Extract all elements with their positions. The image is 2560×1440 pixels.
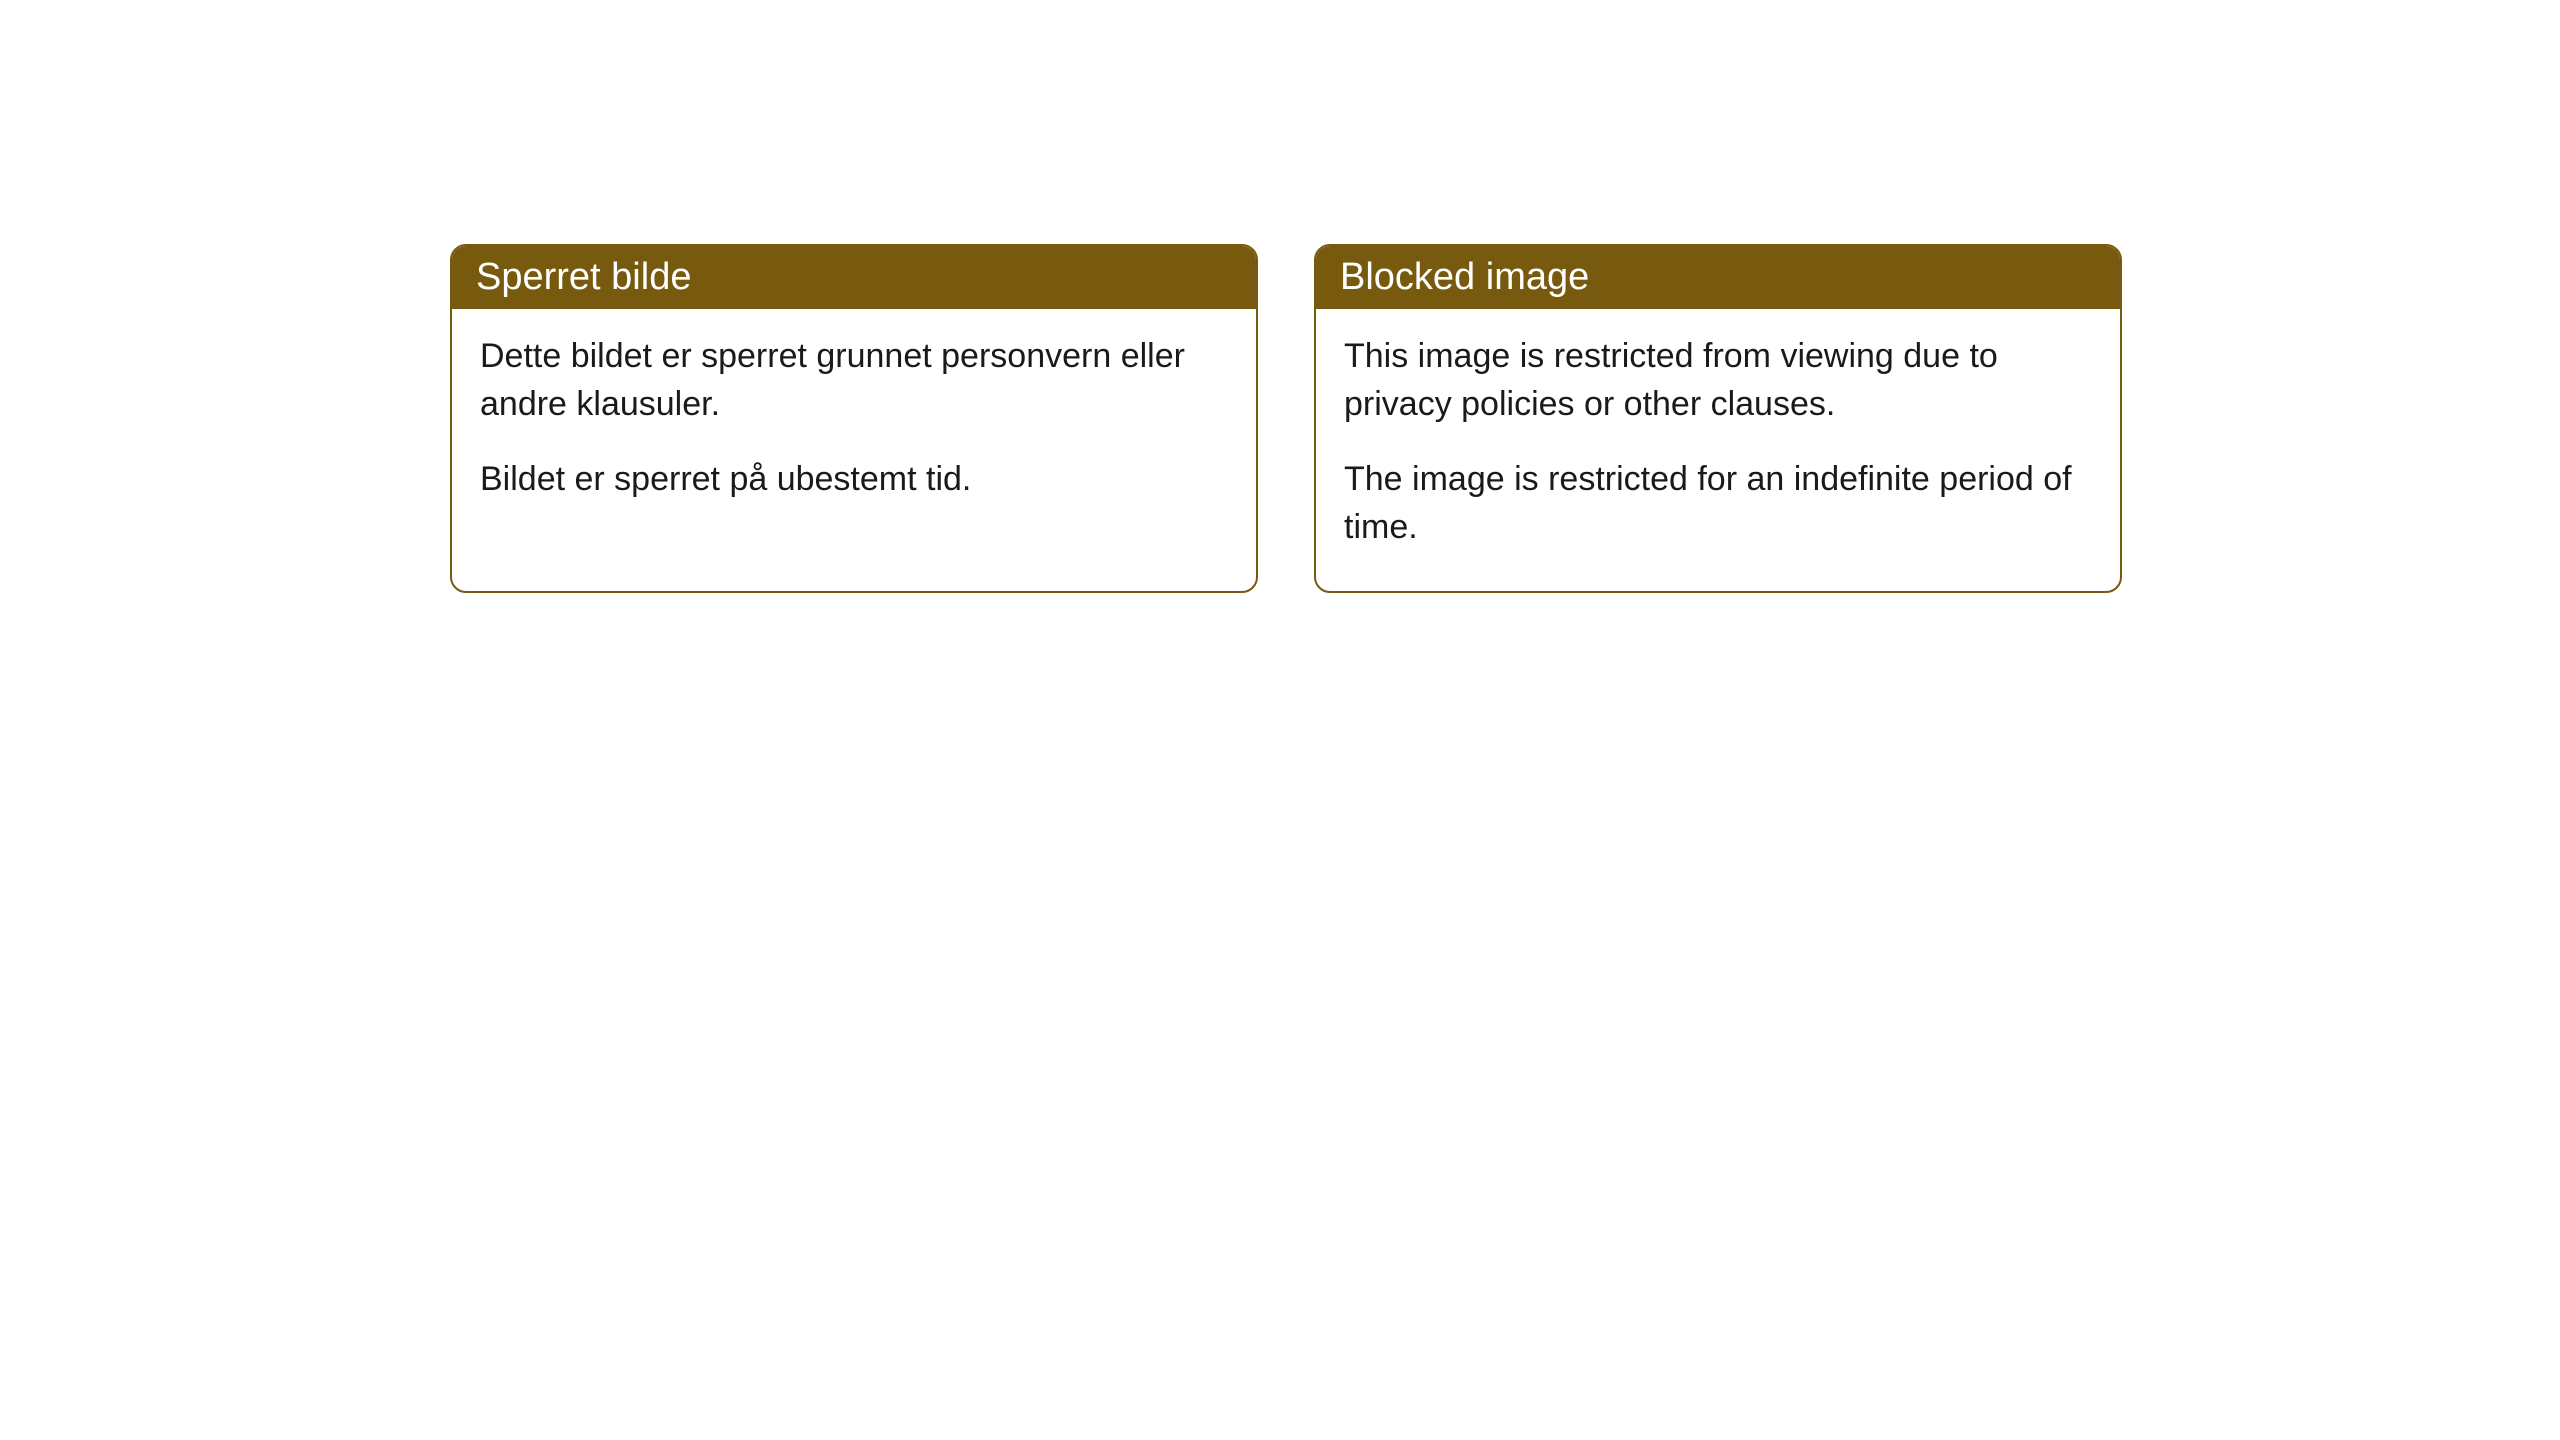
card-body-norwegian: Dette bildet er sperret grunnet personve… — [452, 309, 1256, 544]
blocked-image-card-norwegian: Sperret bilde Dette bildet er sperret gr… — [450, 244, 1258, 593]
card-text-norwegian-1: Dette bildet er sperret grunnet personve… — [480, 333, 1228, 428]
card-text-english-2: The image is restricted for an indefinit… — [1344, 456, 2092, 551]
card-text-norwegian-2: Bildet er sperret på ubestemt tid. — [480, 456, 1228, 504]
card-title-english: Blocked image — [1340, 256, 1589, 298]
card-title-norwegian: Sperret bilde — [476, 256, 691, 298]
blocked-image-card-english: Blocked image This image is restricted f… — [1314, 244, 2122, 593]
card-body-english: This image is restricted from viewing du… — [1316, 309, 2120, 591]
card-header-english: Blocked image — [1316, 246, 2120, 309]
notice-container: Sperret bilde Dette bildet er sperret gr… — [450, 244, 2122, 593]
card-text-english-1: This image is restricted from viewing du… — [1344, 333, 2092, 428]
card-header-norwegian: Sperret bilde — [452, 246, 1256, 309]
